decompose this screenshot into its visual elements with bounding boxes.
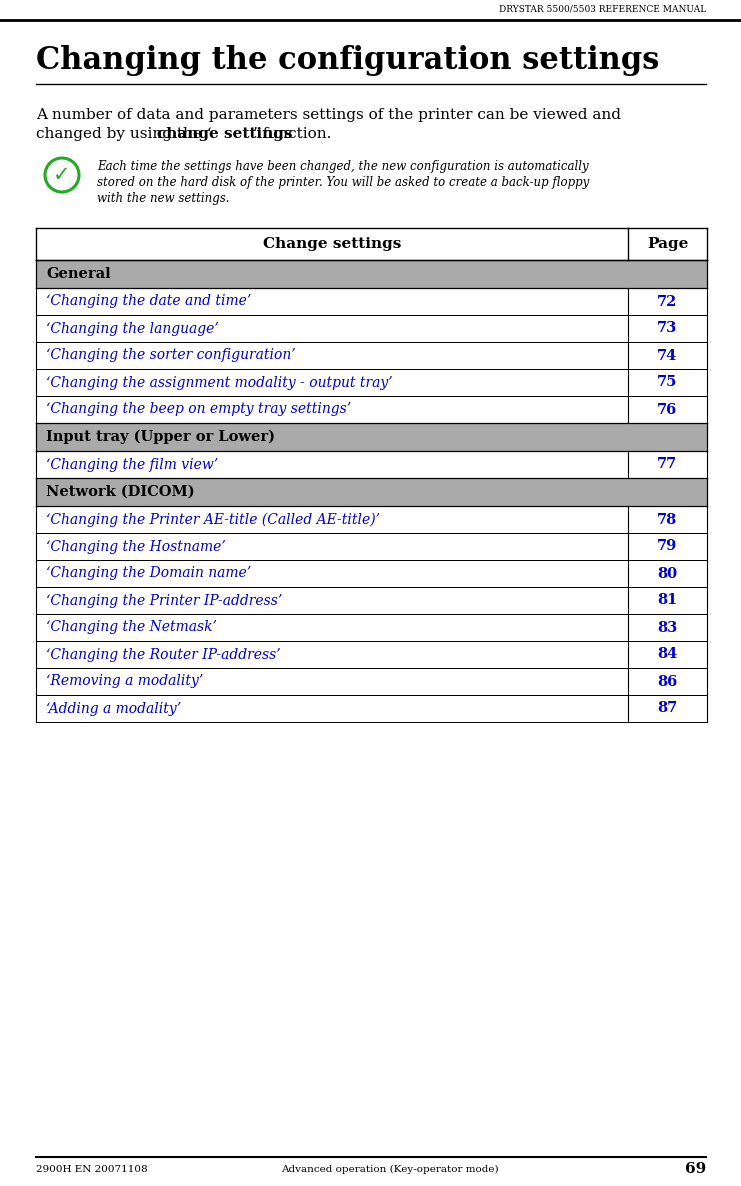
- Text: 72: 72: [657, 294, 678, 308]
- Text: 87: 87: [657, 701, 677, 715]
- Text: 77: 77: [657, 458, 677, 472]
- Text: Network (DICOM): Network (DICOM): [46, 485, 195, 499]
- Text: A number of data and parameters settings of the printer can be viewed and: A number of data and parameters settings…: [36, 108, 621, 122]
- Bar: [36, 369, 707, 396]
- Bar: [36, 533, 707, 560]
- Text: 73: 73: [657, 321, 677, 336]
- Text: 84: 84: [657, 648, 677, 662]
- Text: ‘Adding a modality’: ‘Adding a modality’: [46, 701, 181, 715]
- Text: stored on the hard disk of the printer. You will be asked to create a back-up fl: stored on the hard disk of the printer. …: [97, 176, 589, 189]
- Text: Changing the configuration settings: Changing the configuration settings: [36, 45, 659, 76]
- Bar: [36, 614, 707, 640]
- Text: Each time the settings have been changed, the new configuration is automatically: Each time the settings have been changed…: [97, 160, 588, 173]
- Bar: [36, 288, 707, 315]
- Text: General: General: [46, 267, 110, 281]
- Text: ‘Changing the film view’: ‘Changing the film view’: [46, 458, 218, 472]
- Text: 86: 86: [657, 675, 677, 689]
- Text: 81: 81: [657, 593, 678, 607]
- Text: ‘Removing a modality’: ‘Removing a modality’: [46, 675, 203, 689]
- Bar: [36, 640, 707, 668]
- Text: with the new settings.: with the new settings.: [97, 192, 230, 205]
- Text: 74: 74: [657, 349, 677, 363]
- Text: 83: 83: [657, 620, 677, 635]
- Bar: [36, 260, 707, 288]
- Bar: [36, 695, 707, 722]
- Bar: [36, 228, 707, 260]
- Text: Input tray (Upper or Lower): Input tray (Upper or Lower): [46, 429, 275, 445]
- Text: Page: Page: [647, 237, 688, 251]
- Text: Change settings: Change settings: [263, 237, 401, 251]
- Text: changed by using the ‘: changed by using the ‘: [36, 127, 212, 141]
- Text: ‘Changing the sorter configuration’: ‘Changing the sorter configuration’: [46, 349, 296, 363]
- Bar: [36, 478, 707, 506]
- Text: ✓: ✓: [53, 165, 70, 185]
- Text: 78: 78: [657, 512, 677, 527]
- Bar: [36, 668, 707, 695]
- Bar: [36, 315, 707, 342]
- Text: 76: 76: [657, 402, 677, 416]
- Text: ‘Changing the language’: ‘Changing the language’: [46, 321, 219, 336]
- Bar: [36, 451, 707, 478]
- Bar: [36, 396, 707, 423]
- Text: change settings: change settings: [157, 127, 293, 141]
- Text: ‘Changing the Hostname’: ‘Changing the Hostname’: [46, 540, 226, 554]
- Text: 80: 80: [657, 567, 677, 580]
- Text: DRYSTAR 5500/5503 REFERENCE MANUAL: DRYSTAR 5500/5503 REFERENCE MANUAL: [499, 4, 706, 13]
- Text: ‘Changing the Netmask’: ‘Changing the Netmask’: [46, 620, 217, 635]
- Text: ’ function.: ’ function.: [253, 127, 331, 141]
- Bar: [36, 342, 707, 369]
- Text: 79: 79: [657, 540, 677, 554]
- Bar: [36, 506, 707, 533]
- Bar: [36, 560, 707, 587]
- Text: ‘Changing the Domain name’: ‘Changing the Domain name’: [46, 567, 251, 580]
- Text: 69: 69: [685, 1162, 706, 1177]
- Text: 75: 75: [657, 376, 678, 389]
- Text: ‘Changing the beep on empty tray settings’: ‘Changing the beep on empty tray setting…: [46, 402, 351, 416]
- Text: ‘Changing the Printer IP-address’: ‘Changing the Printer IP-address’: [46, 593, 282, 607]
- Text: ‘Changing the Router IP-address’: ‘Changing the Router IP-address’: [46, 648, 281, 662]
- Text: Advanced operation (Key-operator mode): Advanced operation (Key-operator mode): [281, 1165, 499, 1174]
- Bar: [36, 587, 707, 614]
- Text: ‘Changing the date and time’: ‘Changing the date and time’: [46, 294, 251, 308]
- Text: ‘Changing the assignment modality - output tray’: ‘Changing the assignment modality - outp…: [46, 376, 393, 389]
- Text: 2900H EN 20071108: 2900H EN 20071108: [36, 1165, 147, 1174]
- Text: ‘Changing the Printer AE-title (Called AE-title)’: ‘Changing the Printer AE-title (Called A…: [46, 512, 380, 527]
- Bar: [36, 423, 707, 451]
